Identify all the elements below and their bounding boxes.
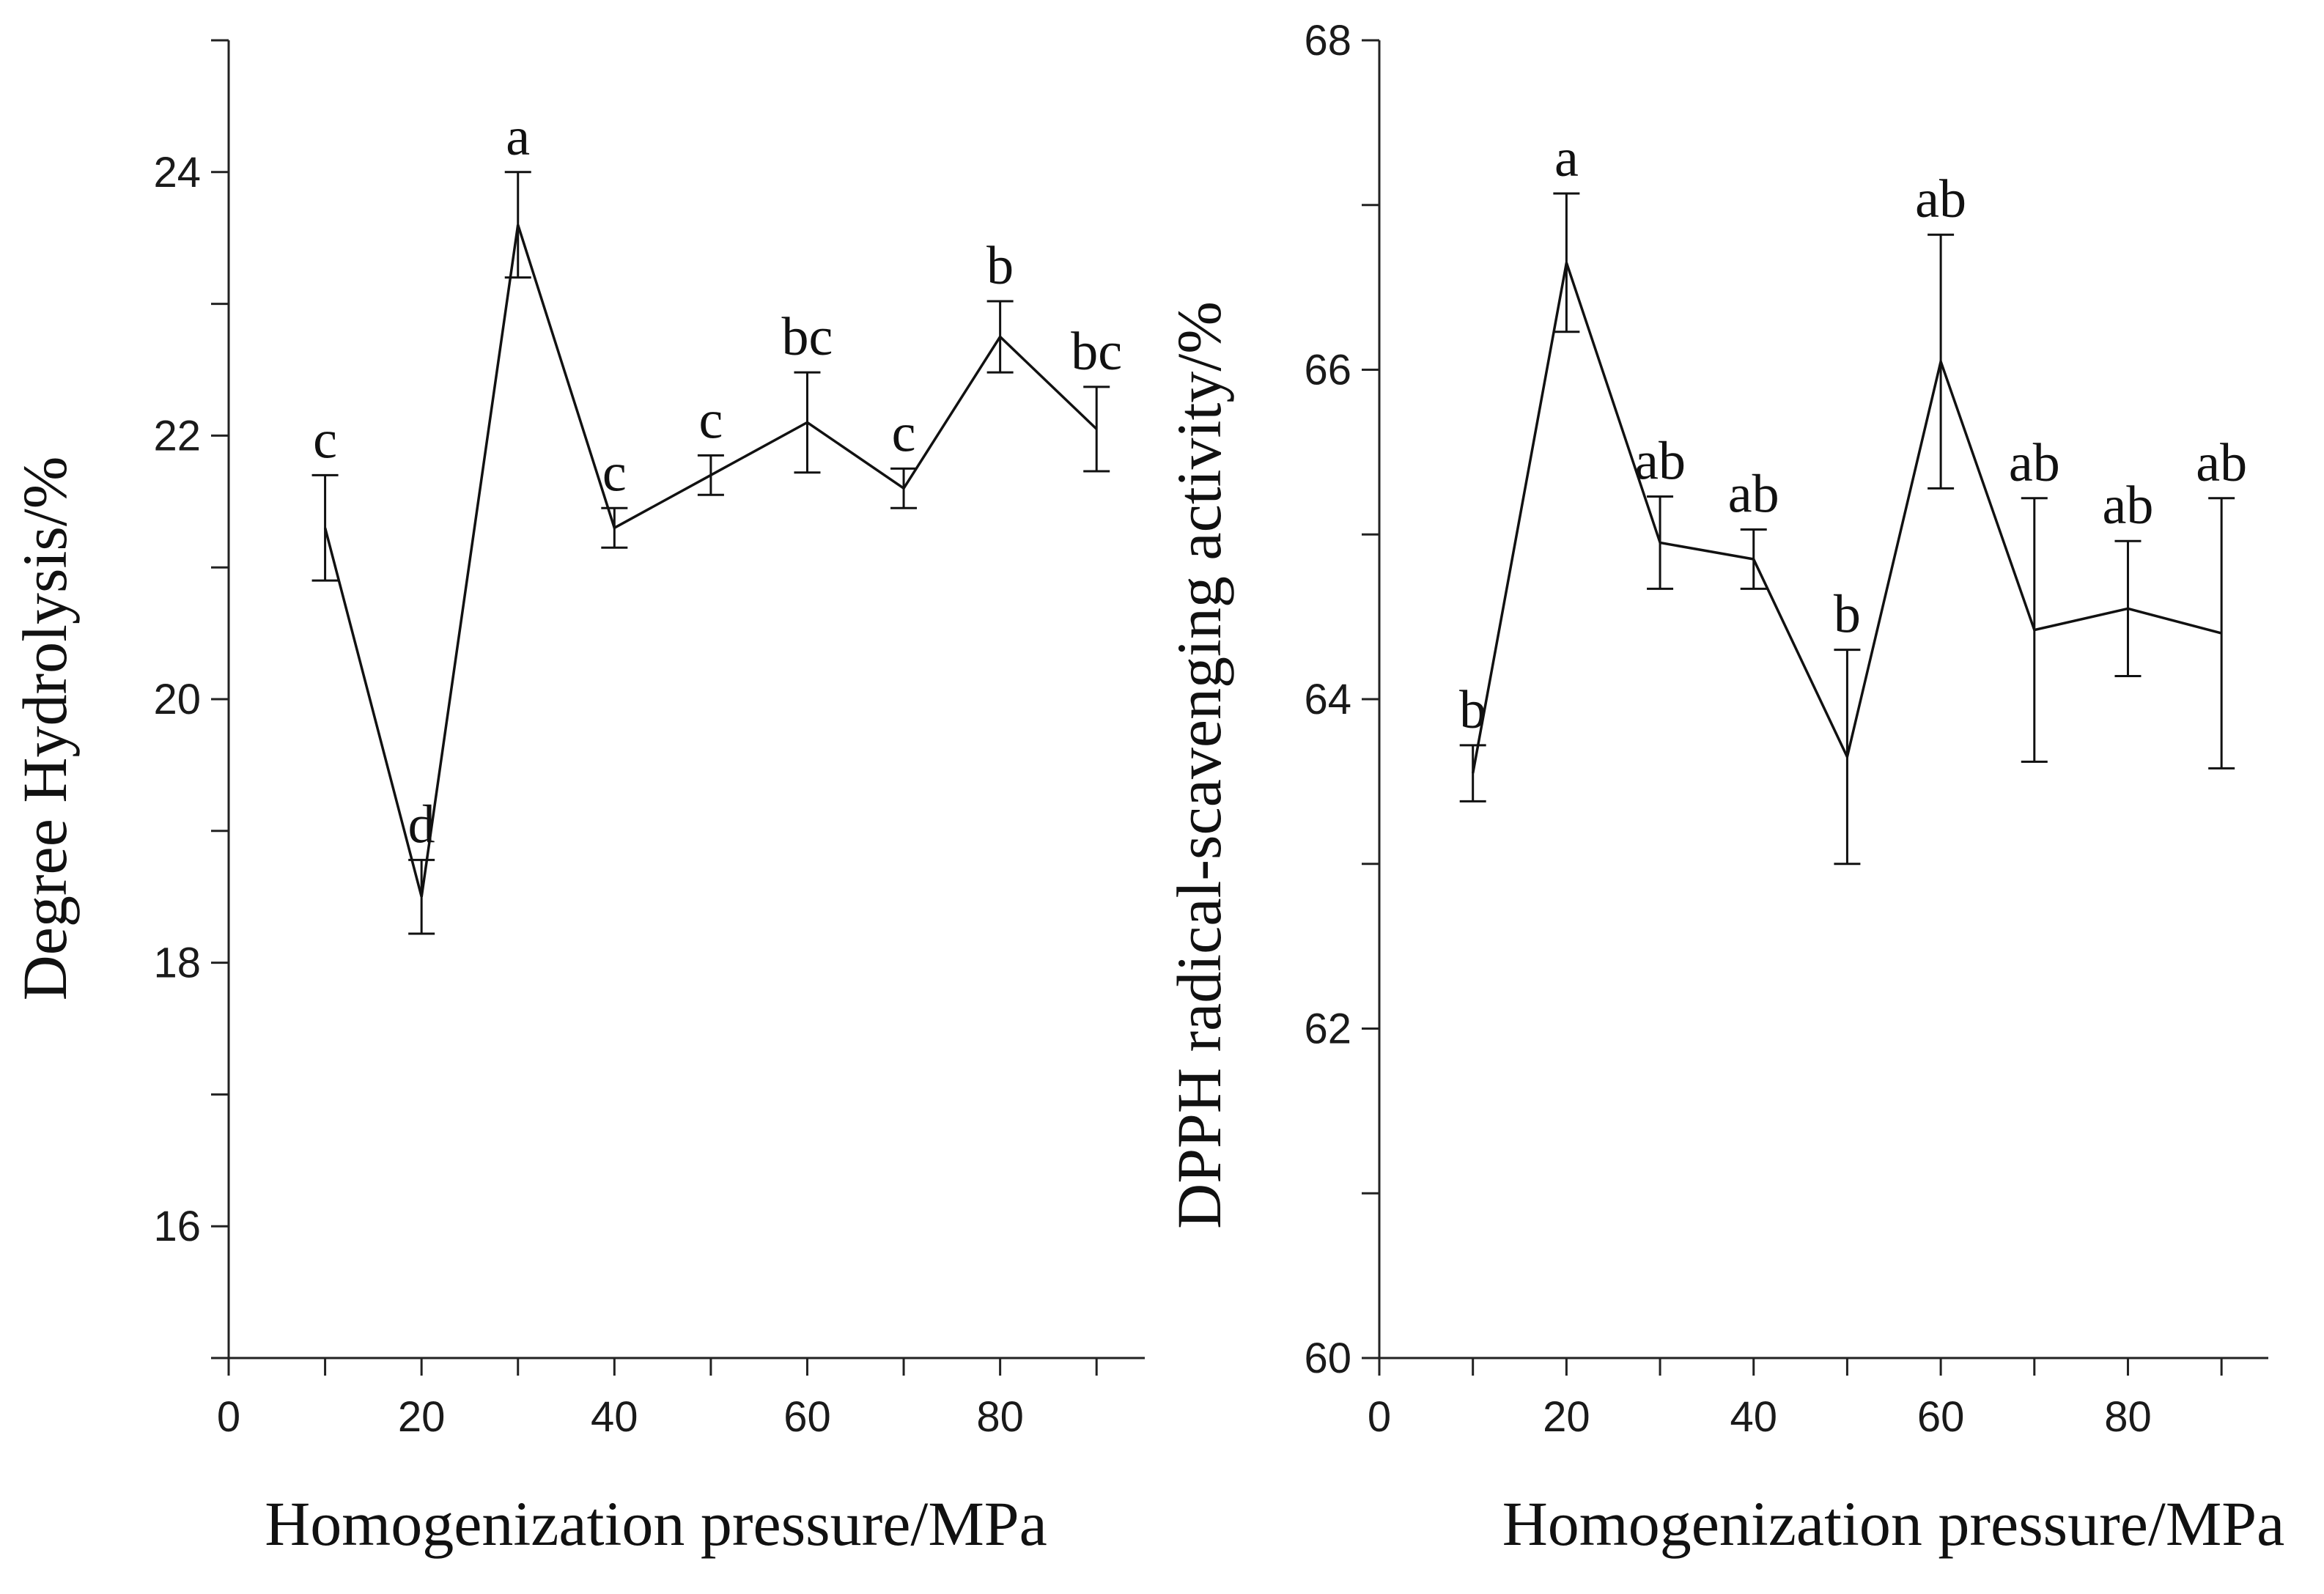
x-axis-title: Homogenization pressure/MPa — [1502, 1488, 2285, 1559]
significance-label: d — [408, 794, 435, 855]
x-axis-title: Homogenization pressure/MPa — [265, 1488, 1047, 1559]
x-tick-label: 20 — [1543, 1393, 1590, 1441]
y-tick-label: 16 — [153, 1203, 201, 1250]
significance-label: b — [1834, 585, 1861, 645]
y-axis-title: DPPH radical-scavenging activity/% — [1164, 301, 1234, 1229]
x-tick-label: 0 — [1368, 1393, 1391, 1441]
x-tick-label: 80 — [2104, 1393, 2152, 1441]
x-tick-label: 20 — [398, 1393, 446, 1441]
significance-label: b — [1459, 680, 1486, 740]
y-tick-label: 18 — [153, 940, 201, 987]
significance-label: b — [986, 236, 1014, 296]
significance-label: ab — [1728, 465, 1779, 525]
y-tick-label: 22 — [153, 412, 201, 460]
significance-label: c — [698, 390, 723, 450]
significance-label: ab — [1915, 169, 1966, 229]
y-tick-label: 60 — [1304, 1335, 1351, 1382]
significance-label: c — [892, 403, 916, 463]
y-tick-label: 24 — [153, 149, 201, 196]
significance-label: ab — [2009, 433, 2060, 493]
y-axis-title: Degree Hydrolysis/% — [10, 457, 80, 1001]
significance-label: ab — [2103, 476, 2154, 536]
y-tick-label: 68 — [1304, 17, 1351, 64]
significance-label: a — [1554, 128, 1579, 188]
degree-hydrolysis-chart: 16 18 20 22 24 0 20 40 60 80 Homogenization pressu… — [10, 39, 1145, 1559]
y-tick-label: 64 — [1304, 676, 1351, 723]
x-tick-label: 80 — [976, 1393, 1024, 1441]
x-tick-label: 0 — [217, 1393, 240, 1441]
series-line — [323, 224, 1098, 898]
x-tick-label: 40 — [1730, 1393, 1777, 1441]
significance-label: bc — [782, 307, 833, 367]
significance-label: c — [602, 443, 627, 503]
significance-label: bc — [1071, 322, 1122, 382]
x-tick-label: 40 — [591, 1393, 638, 1441]
significance-label: ab — [2196, 433, 2247, 493]
dpph-activity-chart: 60 62 64 66 68 0 20 40 60 80 Homogenization pressu… — [1164, 17, 2284, 1559]
significance-label: ab — [1634, 432, 1686, 492]
y-tick-label: 20 — [153, 676, 201, 723]
significance-label: a — [506, 107, 530, 167]
x-tick-label: 60 — [1917, 1393, 1965, 1441]
x-tick-label: 60 — [783, 1393, 831, 1441]
y-tick-label: 66 — [1304, 347, 1351, 394]
significance-label: c — [313, 410, 337, 470]
y-tick-label: 62 — [1304, 1006, 1351, 1053]
